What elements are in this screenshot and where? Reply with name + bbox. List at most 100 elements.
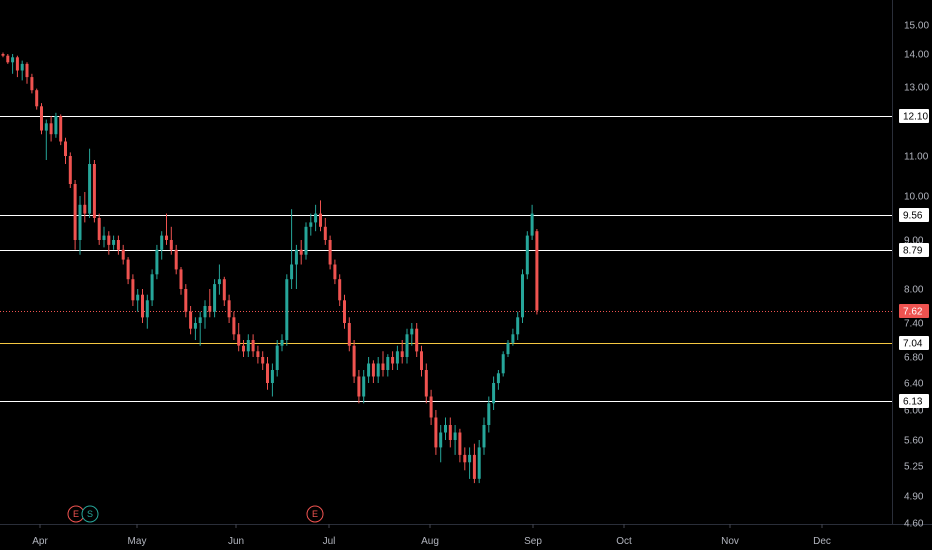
price-tick-label: 14.00 [904,50,929,61]
candle-body [150,274,154,301]
price-tick-label: 9.00 [904,236,924,247]
level-label-box [899,208,929,222]
event-marker[interactable] [81,505,99,523]
price-tick-label: 6.80 [904,353,924,364]
time-tick-label: Jul [323,536,336,547]
candle-body [121,249,125,260]
candle-body [333,264,337,280]
candle-body [112,240,116,245]
level-labels: 12.10 9.56 8.79 7.62 7.04 6.13 [899,109,929,408]
candle-body [357,376,361,397]
candle-body [97,218,101,240]
candle-body [179,269,183,289]
level-label-box [899,243,929,257]
candle-body [516,317,520,335]
candle-body [275,345,279,370]
candle-body [535,231,539,311]
candle-body [11,57,15,63]
time-tick-label: May [128,536,147,547]
candle-body [30,77,34,91]
candle-body [198,317,202,323]
candle-body [448,425,452,440]
candle-body [251,340,255,352]
candle-body [270,370,274,383]
candle-body [64,141,67,156]
event-marker-label: S [87,509,93,519]
price-tick-label: 11.00 [904,152,929,163]
time-axis[interactable]: Apr May Jun Jul Aug Sep Oct Nov Dec [32,524,831,547]
candle-body [174,249,178,270]
candle-body [54,116,58,135]
candle-body [477,447,481,479]
price-tick-label: 5.60 [904,436,924,447]
candle-body [261,357,265,364]
candle-body [227,300,231,318]
candle-body [429,396,433,418]
candle-body [371,363,375,377]
level-label-box [899,109,929,123]
candle-body [352,345,356,377]
candle-body [511,334,515,343]
level-label: 12.10 [903,112,928,123]
candle-body [487,403,491,425]
event-marker-label: E [312,509,318,519]
candle-body [232,317,236,335]
event-marker[interactable] [306,505,324,523]
candle-body [222,279,226,301]
candle-body [328,240,332,265]
candle-body [400,351,404,357]
candle-body [482,425,486,448]
candle-body [141,294,144,318]
candle-body [203,306,207,318]
candle-body [362,376,366,397]
candle-body [184,289,188,312]
price-axis[interactable]: 15.00 14.00 13.00 11.00 10.00 9.00 8.00 7.40 6.8… [904,21,929,530]
candle-body [439,432,443,448]
price-tick-label: 10.00 [904,192,929,203]
price-tick-label: 6.40 [904,379,924,390]
candle-body [25,63,29,78]
candle-body [35,90,39,107]
candle-body [285,279,289,340]
candle-body [405,334,409,357]
candle-body [530,213,534,236]
level-label: 9.56 [903,211,923,222]
candle-body [472,454,476,479]
time-tick-label: Oct [616,536,632,547]
candle-body [453,432,457,440]
candle-body [424,370,428,397]
candle-body [304,226,308,255]
candle-body [256,351,260,357]
candle-body [506,342,510,355]
event-marker-label: E [73,509,79,519]
level-label-box [899,336,929,350]
level-label: 7.62 [903,307,923,318]
candle-body [319,213,322,227]
candle-body [160,235,164,250]
time-tick-label: Jun [228,536,244,547]
level-label: 6.13 [903,397,923,408]
candle-body [458,432,462,455]
candle-body [169,240,173,250]
candle-body [102,235,106,240]
price-tick-label: 8.00 [904,285,924,296]
candle-body [299,249,303,255]
level-label-box [899,304,929,318]
candle-body [145,300,149,318]
candle-body [347,323,351,346]
candle-body [193,323,197,329]
candle-body [44,123,48,131]
candle-body [49,123,53,135]
price-tick-label: 15.00 [904,21,929,32]
price-tick-label: 5.25 [904,462,924,473]
candle-body [107,235,111,245]
candle-body [246,340,250,352]
candle-body [73,184,77,240]
candle-body [189,311,193,329]
price-tick-label: 7.40 [904,319,924,330]
candle-body [242,345,245,352]
price-tick-label: 4.90 [904,492,924,503]
candle-body [92,164,96,218]
